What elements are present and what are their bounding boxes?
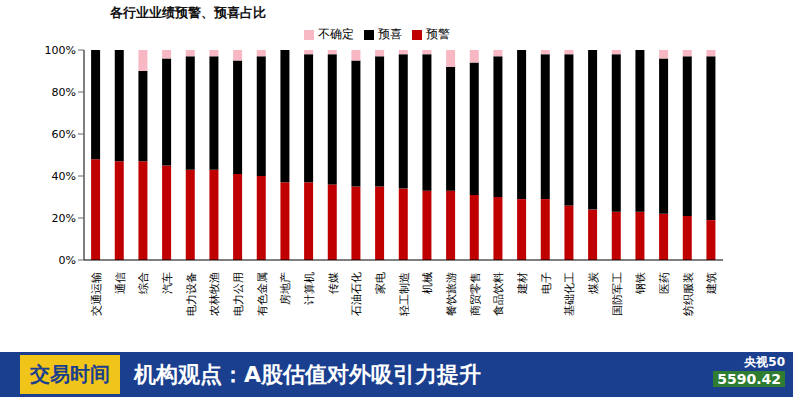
svg-text:轻工制造: 轻工制造	[398, 272, 411, 316]
html-text:不确定: 不确定	[317, 27, 354, 41]
svg-text:电力公用: 电力公用	[232, 272, 245, 316]
svg-text:商贸零售: 商贸零售	[469, 272, 482, 316]
svg-text:有色金属: 有色金属	[256, 272, 269, 316]
svg-text:钢铁: 钢铁	[634, 272, 647, 295]
svg-text:汽车: 汽车	[161, 272, 174, 294]
svg-text:医药: 医药	[658, 272, 671, 294]
svg-text:20%: 20%	[52, 212, 76, 225]
html-text:交易时间: 交易时间	[30, 362, 110, 386]
svg-text:60%: 60%	[52, 128, 76, 141]
svg-text:传媒: 传媒	[327, 272, 340, 294]
svg-text:建材: 建材	[516, 272, 529, 295]
svg-text:0%: 0%	[59, 254, 76, 267]
svg-text:餐饮旅游: 餐饮旅游	[445, 272, 458, 316]
html-text:央视50: 央视50	[744, 355, 785, 369]
svg-text:100%: 100%	[45, 44, 76, 57]
html-text:各行业业绩预警、预喜占比: 各行业业绩预警、预喜占比	[110, 5, 266, 20]
svg-text:食品饮料: 食品饮料	[492, 272, 505, 316]
svg-text:电子: 电子	[540, 272, 553, 294]
svg-text:80%: 80%	[52, 86, 76, 99]
svg-text:电力设备: 电力设备	[185, 272, 198, 316]
svg-text:农林牧渔: 农林牧渔	[208, 272, 221, 316]
svg-text:纺织服装: 纺织服装	[682, 272, 695, 316]
html-text:预警: 预警	[425, 27, 450, 41]
svg-text:综合: 综合	[137, 272, 150, 294]
svg-text:机械: 机械	[421, 272, 434, 294]
html-text:预喜: 预喜	[377, 27, 402, 41]
svg-text:建筑: 建筑	[705, 272, 718, 295]
svg-text:计算机: 计算机	[303, 272, 316, 305]
svg-text:基础化工: 基础化工	[563, 272, 576, 316]
svg-text:通信: 通信	[114, 272, 127, 294]
svg-text:国防军工: 国防军工	[611, 272, 624, 316]
svg-text:40%: 40%	[52, 170, 76, 183]
svg-text:煤炭: 煤炭	[587, 272, 600, 294]
svg-text:房地产: 房地产	[279, 272, 292, 305]
html-text:机构观点：A股估值对外吸引力提升: 机构观点：A股估值对外吸引力提升	[134, 361, 481, 387]
svg-text:交通运输: 交通运输	[90, 272, 103, 316]
html-text:5590.42: 5590.42	[717, 371, 781, 387]
svg-text:家电: 家电	[374, 272, 387, 294]
svg-text:石油石化: 石油石化	[350, 272, 363, 316]
